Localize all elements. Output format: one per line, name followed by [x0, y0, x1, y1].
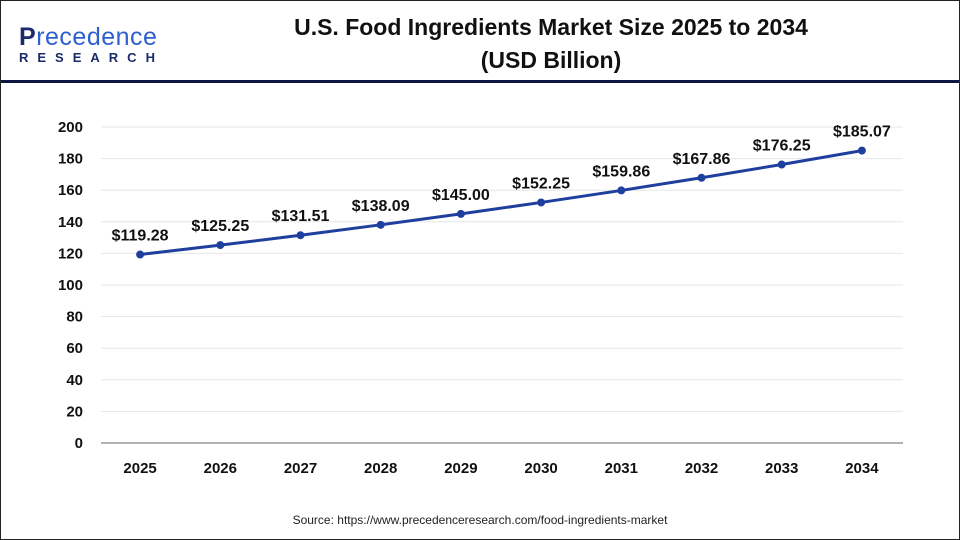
header-divider — [1, 80, 959, 83]
logo-text-p: P — [19, 23, 37, 51]
y-tick-label: 120 — [58, 245, 83, 262]
data-label: $131.51 — [272, 208, 330, 225]
data-label: $152.25 — [512, 175, 570, 192]
x-tick-label: 2028 — [364, 460, 397, 477]
x-tick-label: 2031 — [605, 460, 638, 477]
data-point — [857, 146, 866, 155]
y-tick-label: 200 — [58, 119, 83, 136]
chart-subtitle: (USD Billion) — [480, 47, 622, 73]
data-point — [216, 241, 225, 250]
data-point — [777, 160, 786, 169]
data-label: $167.86 — [673, 151, 731, 168]
data-point — [537, 198, 546, 207]
y-tick-label: 20 — [66, 403, 83, 420]
data-point — [296, 231, 305, 240]
precedence-research-logo: Precedence RESEARCH — [19, 23, 164, 65]
x-tick-label: 2033 — [765, 460, 798, 477]
data-label: $145.00 — [432, 187, 490, 204]
y-tick-label: 180 — [58, 151, 83, 168]
x-tick-label: 2034 — [845, 460, 879, 477]
logo-text-main: recedence — [36, 23, 158, 51]
data-label: $176.25 — [753, 138, 811, 155]
x-tick-label: 2025 — [123, 460, 156, 477]
data-label: $119.28 — [112, 228, 169, 245]
y-tick-label: 160 — [58, 182, 83, 199]
data-label: $138.09 — [352, 198, 410, 215]
x-tick-label: 2029 — [444, 460, 477, 477]
data-point — [136, 250, 145, 259]
data-point — [376, 220, 385, 229]
data-point — [697, 173, 706, 182]
y-tick-label: 60 — [66, 340, 83, 357]
chart-title-line: U.S. Food Ingredients Market Size 2025 t… — [294, 14, 808, 40]
series-line — [139, 149, 863, 257]
logo-text-sub: RESEARCH — [19, 50, 164, 65]
x-tick-label: 2026 — [204, 460, 237, 477]
x-tick-label: 2027 — [284, 460, 317, 477]
y-tick-label: 0 — [75, 435, 83, 452]
data-label: $125.25 — [191, 218, 249, 235]
data-label: $159.86 — [592, 163, 650, 180]
data-label: $185.07 — [833, 124, 891, 141]
y-tick-label: 80 — [66, 309, 83, 326]
x-tick-label: 2030 — [524, 460, 557, 477]
data-point — [456, 209, 465, 218]
y-tick-label: 140 — [58, 214, 83, 231]
y-tick-label: 100 — [58, 277, 83, 294]
y-tick-label: 40 — [66, 372, 83, 389]
x-tick-label: 2032 — [685, 460, 718, 477]
chart-title: U.S. Food Ingredients Market Size 2025 t… — [251, 11, 851, 77]
source-note: Source: https://www.precedenceresearch.c… — [292, 513, 668, 527]
data-point — [617, 186, 626, 195]
